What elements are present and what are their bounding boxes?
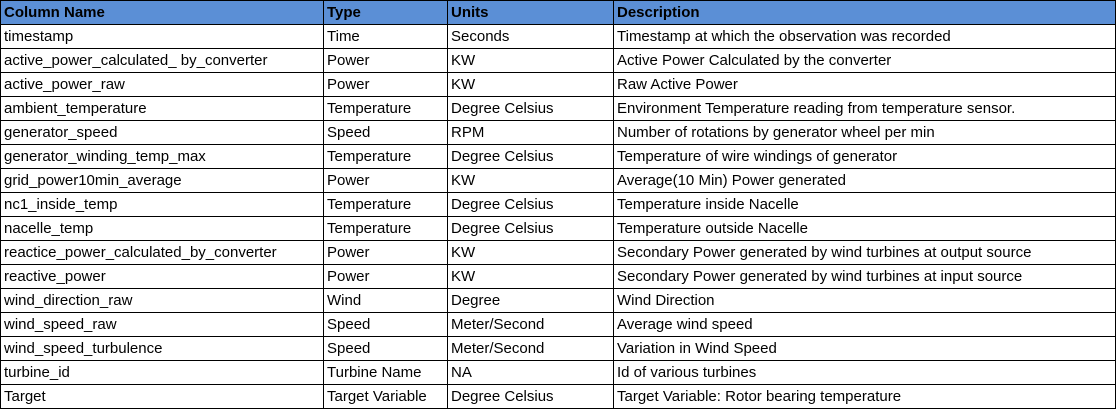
cell-type: Temperature [323, 192, 448, 217]
cell-units: Degree Celsius [447, 384, 614, 409]
cell-column-name: ambient_temperature [0, 96, 324, 121]
cell-units: Degree [447, 288, 614, 313]
cell-units: KW [447, 240, 614, 265]
cell-type: Target Variable [323, 384, 448, 409]
cell-column-name: turbine_id [0, 360, 324, 385]
cell-column-name: wind_speed_raw [0, 312, 324, 337]
table-row: nc1_inside_temp Temperature Degree Celsi… [0, 192, 1116, 217]
cell-description: Environment Temperature reading from tem… [613, 96, 1116, 121]
cell-description: Variation in Wind Speed [613, 336, 1116, 361]
cell-column-name: active_power_raw [0, 72, 324, 97]
cell-units: Degree Celsius [447, 96, 614, 121]
cell-column-name: nacelle_temp [0, 216, 324, 241]
cell-type: Speed [323, 312, 448, 337]
cell-units: KW [447, 264, 614, 289]
table-row: ambient_temperature Temperature Degree C… [0, 96, 1116, 121]
cell-description: Temperature outside Nacelle [613, 216, 1116, 241]
cell-type: Power [323, 48, 448, 73]
table-row: wind_speed_raw Speed Meter/Second Averag… [0, 312, 1116, 337]
cell-units: NA [447, 360, 614, 385]
cell-column-name: reactice_power_calculated_by_converter [0, 240, 324, 265]
cell-type: Temperature [323, 144, 448, 169]
cell-description: Timestamp at which the observation was r… [613, 24, 1116, 49]
cell-type: Power [323, 264, 448, 289]
cell-column-name: generator_winding_temp_max [0, 144, 324, 169]
cell-units: Meter/Second [447, 312, 614, 337]
cell-description: Number of rotations by generator wheel p… [613, 120, 1116, 145]
cell-units: Meter/Second [447, 336, 614, 361]
cell-type: Wind [323, 288, 448, 313]
table-row: Target Target Variable Degree Celsius Ta… [0, 384, 1116, 409]
cell-units: Degree Celsius [447, 216, 614, 241]
cell-description: Active Power Calculated by the converter [613, 48, 1116, 73]
cell-description: Raw Active Power [613, 72, 1116, 97]
header-description: Description [613, 0, 1116, 25]
cell-type: Time [323, 24, 448, 49]
cell-description: Secondary Power generated by wind turbin… [613, 264, 1116, 289]
cell-description: Average wind speed [613, 312, 1116, 337]
cell-column-name: nc1_inside_temp [0, 192, 324, 217]
table-row: reactive_power Power KW Secondary Power … [0, 264, 1116, 289]
cell-description: Temperature inside Nacelle [613, 192, 1116, 217]
cell-description: Wind Direction [613, 288, 1116, 313]
cell-description: Average(10 Min) Power generated [613, 168, 1116, 193]
table-row: wind_direction_raw Wind Degree Wind Dire… [0, 288, 1116, 313]
table-header: Column Name Type Units Description [0, 0, 1116, 25]
table-row: turbine_id Turbine Name NA Id of various… [0, 360, 1116, 385]
header-row: Column Name Type Units Description [0, 0, 1116, 25]
cell-units: Degree Celsius [447, 144, 614, 169]
cell-units: KW [447, 72, 614, 97]
header-type: Type [323, 0, 448, 25]
cell-description: Target Variable: Rotor bearing temperatu… [613, 384, 1116, 409]
cell-units: Degree Celsius [447, 192, 614, 217]
cell-column-name: Target [0, 384, 324, 409]
cell-type: Temperature [323, 216, 448, 241]
cell-description: Id of various turbines [613, 360, 1116, 385]
cell-type: Power [323, 72, 448, 97]
cell-units: KW [447, 48, 614, 73]
header-column-name: Column Name [0, 0, 324, 25]
table-body: timestamp Time Seconds Timestamp at whic… [0, 24, 1116, 409]
cell-units: RPM [447, 120, 614, 145]
cell-column-name: timestamp [0, 24, 324, 49]
cell-type: Power [323, 168, 448, 193]
cell-column-name: wind_direction_raw [0, 288, 324, 313]
cell-units: KW [447, 168, 614, 193]
cell-type: Power [323, 240, 448, 265]
table-row: generator_speed Speed RPM Number of rota… [0, 120, 1116, 145]
cell-type: Speed [323, 336, 448, 361]
table-row: active_power_raw Power KW Raw Active Pow… [0, 72, 1116, 97]
table-row: reactice_power_calculated_by_converter P… [0, 240, 1116, 265]
cell-column-name: grid_power10min_average [0, 168, 324, 193]
cell-type: Turbine Name [323, 360, 448, 385]
cell-column-name: wind_speed_turbulence [0, 336, 324, 361]
table-row: generator_winding_temp_max Temperature D… [0, 144, 1116, 169]
cell-column-name: generator_speed [0, 120, 324, 145]
cell-column-name: reactive_power [0, 264, 324, 289]
cell-type: Temperature [323, 96, 448, 121]
header-units: Units [447, 0, 614, 25]
cell-description: Temperature of wire windings of generato… [613, 144, 1116, 169]
table-row: grid_power10min_average Power KW Average… [0, 168, 1116, 193]
table-row: nacelle_temp Temperature Degree Celsius … [0, 216, 1116, 241]
table-row: wind_speed_turbulence Speed Meter/Second… [0, 336, 1116, 361]
cell-column-name: active_power_calculated_ by_converter [0, 48, 324, 73]
table-row: timestamp Time Seconds Timestamp at whic… [0, 24, 1116, 49]
table-row: active_power_calculated_ by_converter Po… [0, 48, 1116, 73]
cell-units: Seconds [447, 24, 614, 49]
cell-type: Speed [323, 120, 448, 145]
cell-description: Secondary Power generated by wind turbin… [613, 240, 1116, 265]
